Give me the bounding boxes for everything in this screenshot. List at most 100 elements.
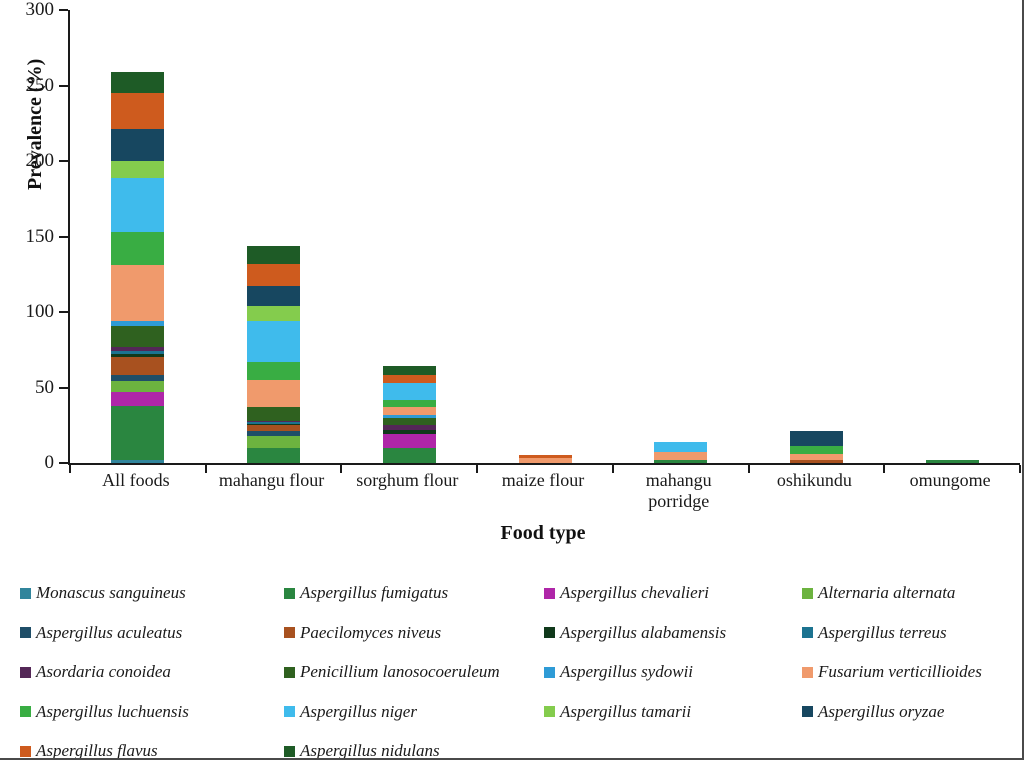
y-axis-tick-label: 0 (44, 452, 55, 473)
bar-segment-aspergillus-luchuensis (789, 446, 843, 454)
legend-item-aspergillus-niger: Aspergillus niger (284, 701, 417, 723)
legend-swatch (544, 706, 555, 717)
legend-label: Aspergillus luchuensis (36, 701, 189, 721)
legend-item-fusarium-verticillioides: Fusarium verticillioides (802, 661, 982, 683)
stacked-bar-omungome (925, 459, 979, 463)
bar-segment-aspergillus-tamarii (111, 161, 165, 178)
bar-segment-fusarium-verticillioides (247, 379, 301, 408)
legend-item-aspergillus-aculeatus: Aspergillus aculeatus (20, 622, 182, 644)
legend-swatch (544, 666, 555, 678)
stacked-bar-oshikundu (789, 431, 843, 463)
bar-segment-aspergillus-nidulans (111, 71, 165, 94)
y-axis-tick-label: 150 (25, 225, 55, 247)
legend-label: Aspergillus aculeatus (36, 622, 183, 642)
legend-item-aspergillus-sydowii: Aspergillus sydowii (544, 661, 693, 683)
bar-segment-aspergillus-fumigatus (247, 447, 301, 463)
bar-segment-aspergillus-flavus (382, 375, 436, 383)
bar-segment-aspergillus-niger (654, 441, 708, 453)
bar-segment-penicillium-lanosocoeruleum (247, 407, 301, 421)
bar-segment-aspergillus-oryzae (111, 129, 165, 161)
x-axis-category-label: maize flour (501, 470, 585, 490)
bar-segment-asordaria-conoidea (382, 425, 436, 430)
bar-segment-aspergillus-niger (111, 177, 165, 232)
y-axis-tick-label: 100 (25, 301, 55, 322)
legend-label: Aspergillus tamarii (560, 701, 692, 721)
bar-segment-aspergillus-terreus (247, 422, 301, 424)
y-axis-tick (59, 84, 68, 87)
bar-segment-aspergillus-nidulans (247, 245, 301, 264)
bar-segment-asordaria-conoidea (111, 346, 165, 352)
legend-item-aspergillus-fumigatus: Aspergillus fumigatus (284, 582, 448, 604)
legend-swatch (284, 745, 295, 757)
legend: Monascus sanguineus Aspergillus fumigatus… (0, 582, 1022, 758)
x-axis-tick (747, 465, 750, 473)
bar-segment-aspergillus-luchuensis (382, 399, 436, 408)
legend-item-asordaria-conoidea: Asordaria conoidea (20, 661, 171, 683)
legend-item-aspergillus-oryzae: Aspergillus oryzae (802, 701, 944, 723)
legend-label: Aspergillus sydowii (560, 662, 694, 681)
bar-segment-aspergillus-nidulans (382, 366, 436, 376)
legend-swatch (544, 627, 555, 638)
bar-segment-aspergillus-terreus (111, 351, 165, 355)
bar-segment-aspergillus-niger (247, 321, 301, 362)
y-axis-tick-label: 50 (35, 376, 54, 398)
legend-label: Monascus sanguineus (36, 583, 186, 602)
stacked-bar-all-foods (111, 71, 165, 463)
bar-segment-aspergillus-oryzae (789, 431, 843, 447)
legend-label: Aspergillus oryzae (818, 701, 945, 721)
bar-segment-aspergillus-alabamensis (382, 429, 436, 435)
legend-swatch (20, 706, 31, 717)
bar-segment-monascus-sanguineus (111, 459, 165, 463)
bar-segment-aspergillus-aculeatus (247, 431, 301, 436)
y-axis-tick (59, 311, 68, 313)
x-axis-title: Food type (500, 522, 586, 544)
legend-swatch (20, 587, 31, 599)
x-axis-category-label: oshikundu (776, 470, 852, 490)
x-axis-tick (883, 465, 886, 473)
legend-label: Aspergillus niger (300, 701, 417, 721)
legend-label: Aspergillus terreus (818, 622, 947, 642)
legend-item-aspergillus-alabamensis: Aspergillus alabamensis (544, 622, 726, 644)
legend-label: Aspergillus alabamensis (560, 622, 727, 642)
x-axis-category-label: mahangu flour (218, 470, 325, 490)
legend-item-aspergillus-terreus: Aspergillus terreus (802, 622, 947, 644)
legend-item-aspergillus-nidulans: Aspergillus nidulans (284, 740, 440, 758)
stacked-bar-mahangu-porridge (654, 441, 708, 463)
legend-swatch (284, 627, 295, 638)
bar-segment-aspergillus-aculeatus (111, 375, 165, 382)
legend-label: Asordaria conoidea (36, 662, 171, 681)
bar-segment-aspergillus-luchuensis (247, 361, 301, 380)
stacked-bar-maize-flour (518, 455, 572, 463)
legend-swatch (284, 666, 295, 678)
legend-item-monascus-sanguineus: Monascus sanguineus (20, 582, 186, 604)
bar-segment-paecilomyces-niveus (247, 425, 301, 432)
x-axis-tick (204, 465, 207, 473)
x-axis-tick (69, 465, 71, 473)
bar-segment-fusarium-verticillioides (518, 458, 572, 463)
x-axis-tick (1019, 465, 1021, 473)
bar-segment-aspergillus-flavus (247, 263, 301, 287)
bar-segment-aspergillus-chevalieri (382, 434, 436, 448)
bar-segment-aspergillus-sydowii (111, 321, 165, 326)
legend-swatch (802, 706, 813, 717)
bar-segment-fusarium-verticillioides (654, 452, 708, 460)
legend-swatch (284, 706, 295, 717)
legend-item-aspergillus-luchuensis: Aspergillus luchuensis (20, 701, 189, 723)
bar-segment-aspergillus-tamarii (247, 305, 301, 322)
bar-segment-fusarium-verticillioides (111, 265, 165, 322)
x-axis-tick (611, 465, 614, 473)
legend-label: Aspergillus chevalieri (560, 583, 710, 602)
x-axis-category-label: All foods (102, 470, 170, 490)
stacked-bar-mahangu-flour (247, 245, 301, 463)
bar-segment-aspergillus-alabamensis (111, 354, 165, 358)
legend-label: Paecilomyces niveus (300, 622, 442, 642)
bar-segment-aspergillus-niger (382, 382, 436, 400)
y-axis-tick-label: 250 (25, 74, 55, 96)
bar-segment-aspergillus-fumigatus (654, 459, 708, 463)
bar-segment-aspergillus-flavus (518, 455, 572, 459)
bar-segment-alternaria-alternata (247, 435, 301, 448)
y-axis-tick (59, 386, 68, 389)
legend-swatch (20, 627, 31, 638)
x-axis-tick (340, 465, 343, 473)
